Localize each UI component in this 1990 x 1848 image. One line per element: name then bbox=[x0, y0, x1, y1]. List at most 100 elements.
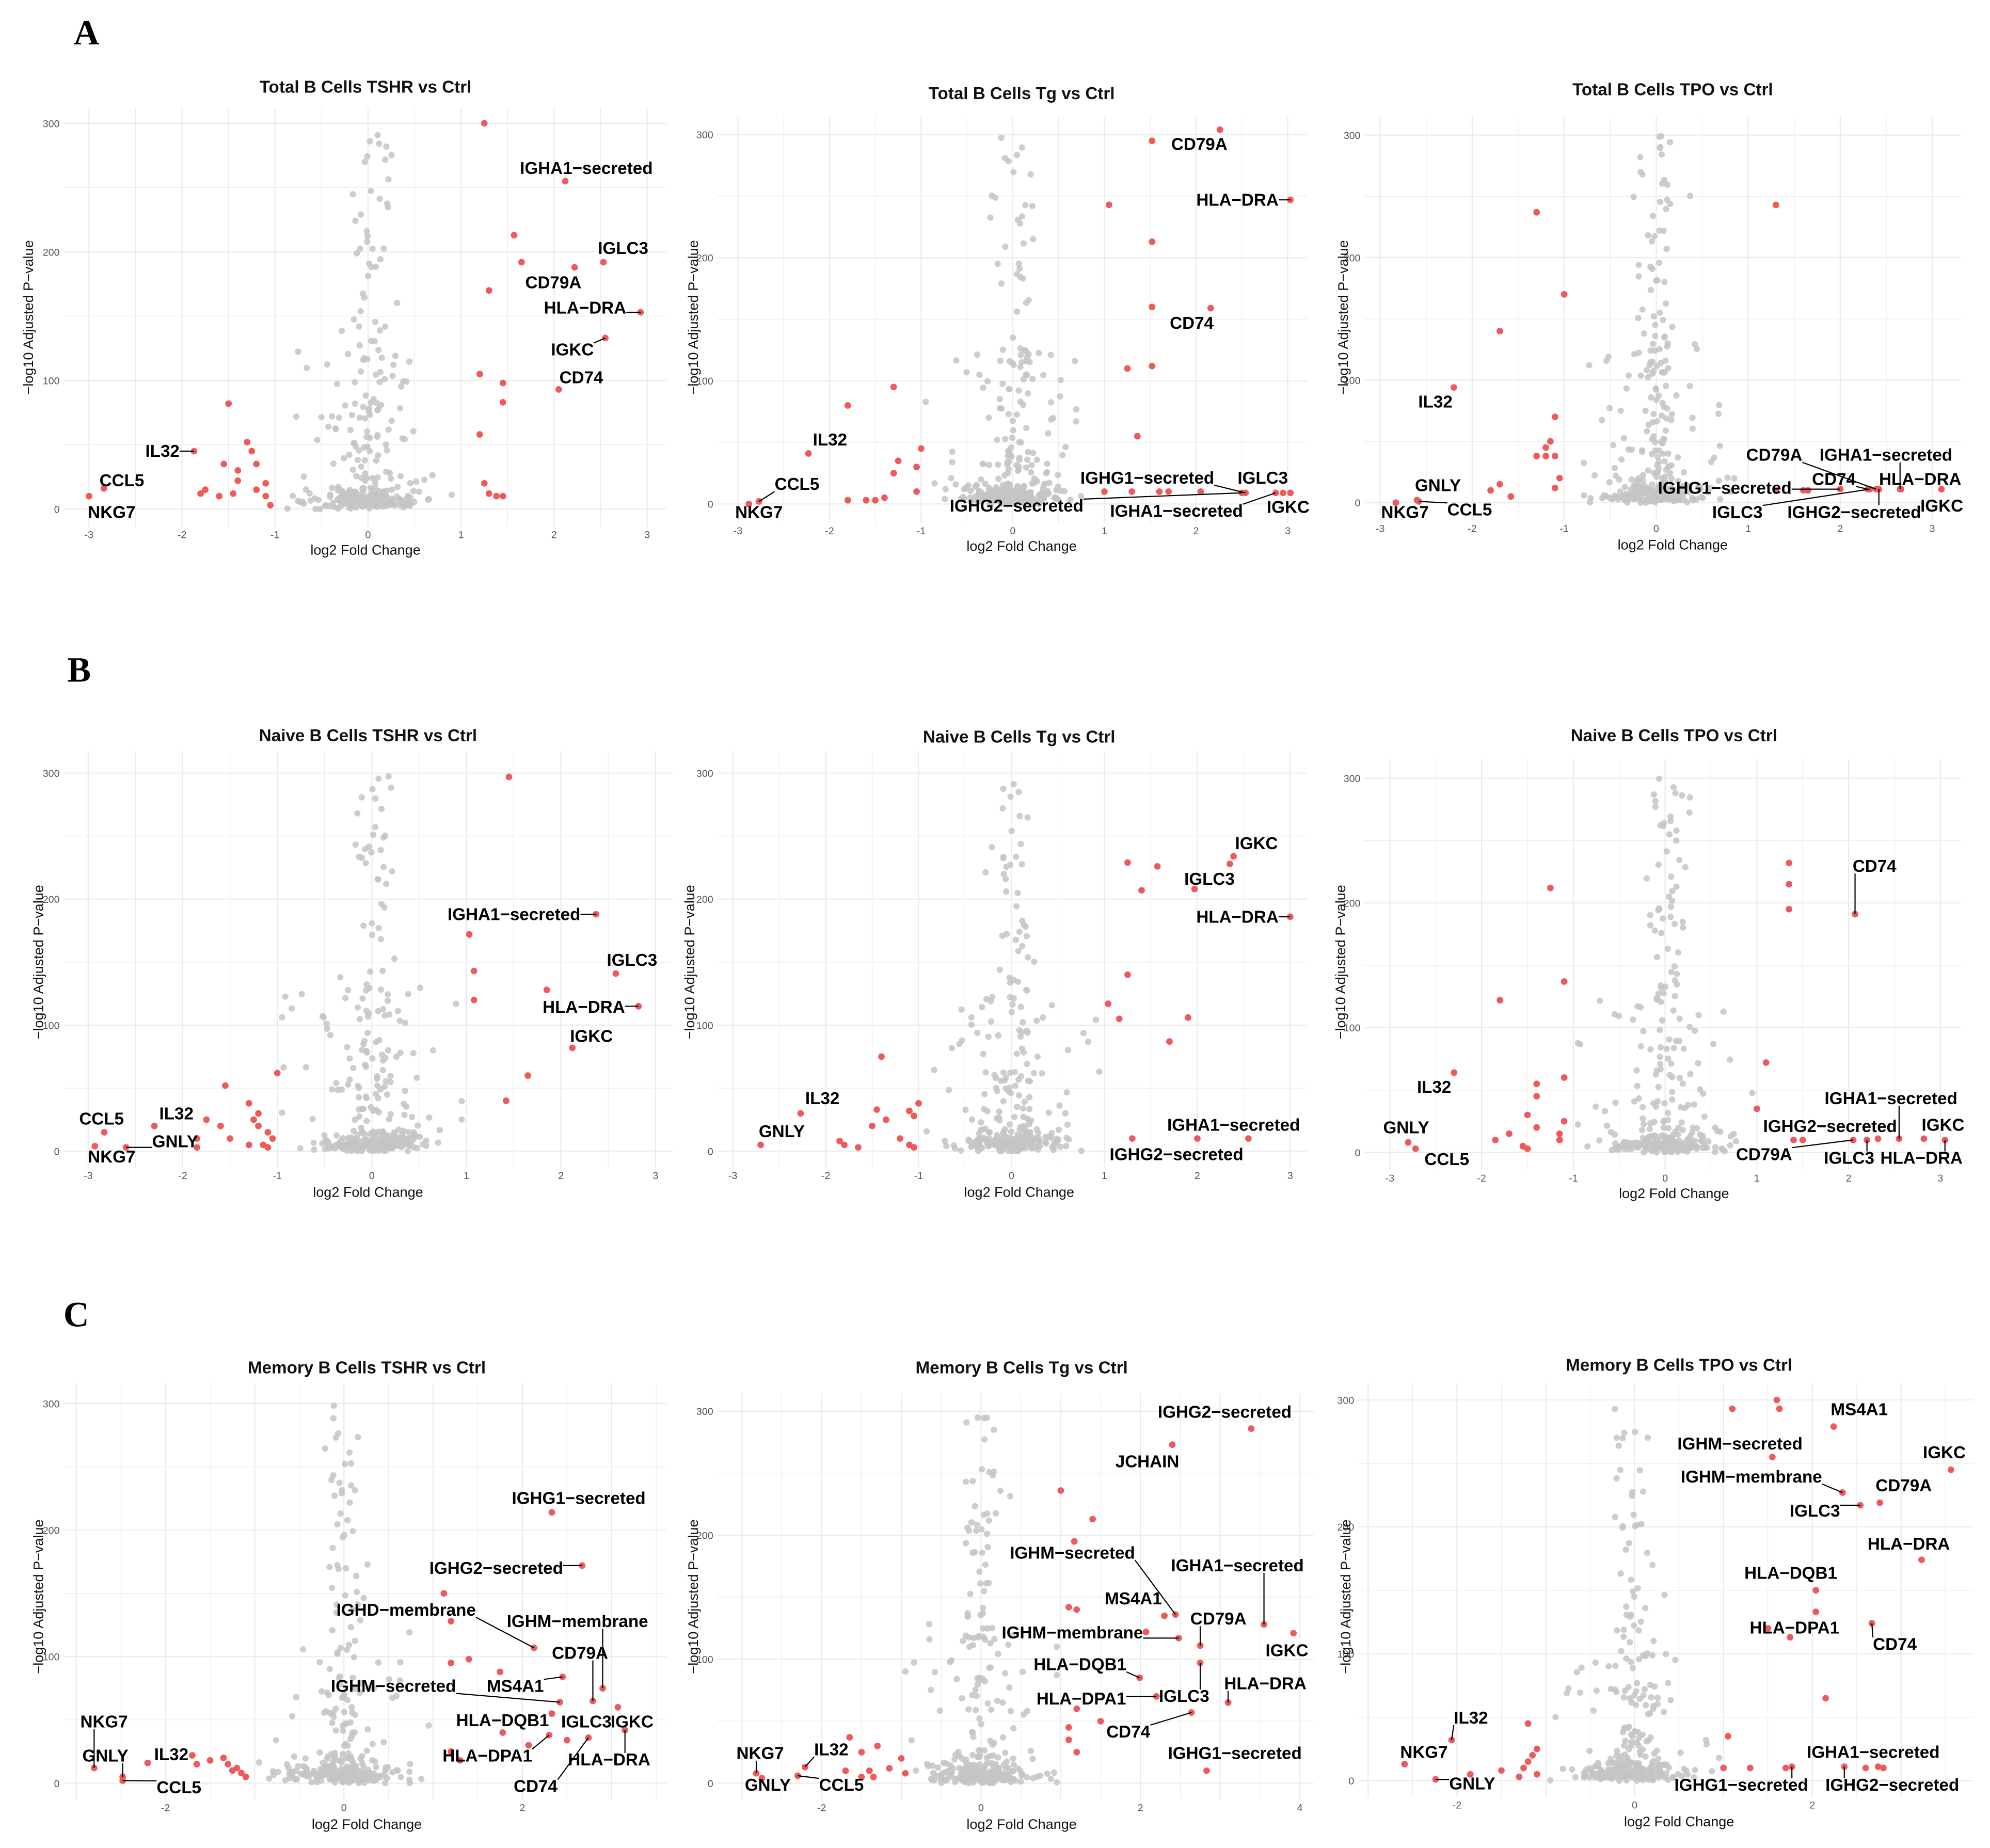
significant-point bbox=[511, 232, 518, 238]
nonsignificant-point bbox=[367, 1144, 374, 1151]
nonsignificant-point bbox=[1006, 1085, 1013, 1091]
nonsignificant-point bbox=[1049, 415, 1056, 422]
nonsignificant-point bbox=[342, 1741, 349, 1747]
significant-point bbox=[1128, 488, 1136, 495]
nonsignificant-point bbox=[1009, 434, 1016, 441]
nonsignificant-point bbox=[972, 1686, 979, 1693]
gene-point bbox=[1830, 1423, 1837, 1430]
label-leader-line bbox=[798, 1775, 819, 1779]
nonsignificant-point bbox=[1732, 1138, 1740, 1145]
significant-point bbox=[1786, 859, 1792, 867]
nonsignificant-point bbox=[1044, 1770, 1050, 1777]
nonsignificant-point bbox=[1635, 1627, 1642, 1634]
significant-point bbox=[264, 1129, 272, 1136]
nonsignificant-point bbox=[974, 1414, 981, 1421]
nonsignificant-point bbox=[1062, 443, 1069, 451]
gene-label: GNLY bbox=[745, 1776, 791, 1795]
nonsignificant-point bbox=[1649, 481, 1655, 488]
nonsignificant-point bbox=[280, 1064, 287, 1071]
nonsignificant-point bbox=[349, 1606, 356, 1613]
x-axis-label: log2 Fold Change bbox=[312, 1817, 422, 1832]
nonsignificant-point bbox=[1073, 418, 1079, 425]
nonsignificant-point bbox=[356, 1113, 363, 1120]
label-leader-line bbox=[1792, 1139, 1854, 1149]
nonsignificant-point bbox=[328, 1769, 335, 1776]
nonsignificant-point bbox=[1008, 453, 1015, 460]
significant-point bbox=[193, 1761, 200, 1768]
gene-label: HLA−DRA bbox=[1224, 1675, 1307, 1694]
nonsignificant-point bbox=[378, 900, 385, 907]
nonsignificant-point bbox=[1663, 848, 1670, 855]
nonsignificant-point bbox=[1015, 387, 1022, 394]
gene-point bbox=[151, 1122, 158, 1129]
y-tick-label: 200 bbox=[43, 1525, 60, 1537]
nonsignificant-point bbox=[1609, 1766, 1615, 1773]
nonsignificant-point bbox=[389, 1769, 396, 1776]
nonsignificant-point bbox=[1044, 460, 1050, 467]
nonsignificant-point bbox=[1025, 1139, 1031, 1145]
nonsignificant-point bbox=[1649, 1652, 1656, 1659]
nonsignificant-point bbox=[1658, 151, 1665, 158]
nonsignificant-point bbox=[1614, 1747, 1620, 1754]
nonsignificant-point bbox=[1026, 1129, 1032, 1137]
nonsignificant-point bbox=[1020, 1711, 1027, 1718]
nonsignificant-point bbox=[999, 346, 1007, 353]
nonsignificant-point bbox=[1045, 1109, 1052, 1116]
nonsignificant-point bbox=[370, 1129, 377, 1136]
nonsignificant-point bbox=[384, 1140, 391, 1148]
nonsignificant-point bbox=[364, 1013, 372, 1020]
nonsignificant-point bbox=[352, 1487, 358, 1494]
nonsignificant-point bbox=[979, 1004, 985, 1011]
nonsignificant-point bbox=[1666, 831, 1673, 838]
nonsignificant-point bbox=[974, 1521, 980, 1528]
nonsignificant-point bbox=[1686, 483, 1693, 489]
gene-point bbox=[1175, 1635, 1182, 1642]
nonsignificant-point bbox=[425, 496, 432, 503]
nonsignificant-point bbox=[1675, 1124, 1682, 1131]
nonsignificant-point bbox=[380, 1134, 387, 1141]
nonsignificant-point bbox=[1013, 151, 1021, 158]
nonsignificant-point bbox=[985, 1517, 992, 1524]
nonsignificant-point bbox=[1686, 383, 1693, 389]
significant-point bbox=[897, 1135, 903, 1142]
nonsignificant-point bbox=[1055, 1136, 1062, 1143]
nonsignificant-point bbox=[1073, 406, 1080, 413]
nonsignificant-point bbox=[1615, 1012, 1622, 1019]
nonsignificant-point bbox=[1559, 1765, 1566, 1772]
nonsignificant-point bbox=[1613, 1435, 1620, 1441]
nonsignificant-point bbox=[1666, 139, 1674, 146]
nonsignificant-point bbox=[406, 1769, 413, 1775]
x-tick-label: 2 bbox=[1809, 1800, 1815, 1811]
nonsignificant-point bbox=[435, 1139, 441, 1146]
nonsignificant-point bbox=[975, 491, 982, 498]
nonsignificant-point bbox=[352, 841, 359, 848]
nonsignificant-point bbox=[1645, 467, 1651, 474]
gene-label: CD79A bbox=[1875, 1476, 1932, 1495]
nonsignificant-point bbox=[377, 1086, 384, 1093]
nonsignificant-point bbox=[389, 868, 395, 875]
nonsignificant-point bbox=[1617, 1467, 1624, 1473]
label-leader-line bbox=[1419, 501, 1447, 504]
nonsignificant-point bbox=[1686, 809, 1693, 816]
nonsignificant-point bbox=[1673, 1038, 1680, 1044]
nonsignificant-point bbox=[360, 1041, 367, 1047]
nonsignificant-point bbox=[1689, 495, 1696, 502]
y-tick-label: 0 bbox=[54, 1778, 60, 1790]
significant-point bbox=[189, 1752, 196, 1759]
x-tick-label: 2 bbox=[558, 1170, 564, 1182]
nonsignificant-point bbox=[341, 455, 347, 461]
nonsignificant-point bbox=[1642, 1605, 1649, 1612]
nonsignificant-point bbox=[1040, 372, 1047, 378]
x-tick-label: 1 bbox=[1102, 1170, 1107, 1182]
y-tick-label: 100 bbox=[696, 376, 713, 387]
nonsignificant-point bbox=[342, 1592, 349, 1599]
nonsignificant-point bbox=[372, 318, 379, 325]
nonsignificant-point bbox=[1669, 888, 1676, 895]
significant-point bbox=[217, 1122, 224, 1129]
nonsignificant-point bbox=[353, 500, 360, 507]
nonsignificant-point bbox=[397, 1659, 404, 1666]
x-tick-label: -3 bbox=[85, 530, 94, 541]
nonsignificant-point bbox=[972, 1503, 979, 1510]
nonsignificant-point bbox=[998, 134, 1005, 141]
